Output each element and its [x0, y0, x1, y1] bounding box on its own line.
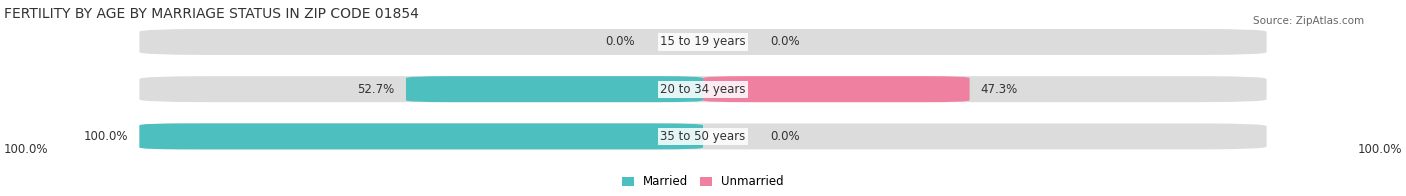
FancyBboxPatch shape — [139, 29, 1267, 55]
FancyBboxPatch shape — [139, 123, 1267, 149]
FancyBboxPatch shape — [703, 76, 970, 102]
Text: 100.0%: 100.0% — [1357, 143, 1402, 156]
Text: 0.0%: 0.0% — [770, 35, 800, 48]
Text: FERTILITY BY AGE BY MARRIAGE STATUS IN ZIP CODE 01854: FERTILITY BY AGE BY MARRIAGE STATUS IN Z… — [4, 6, 419, 21]
Text: 0.0%: 0.0% — [606, 35, 636, 48]
FancyBboxPatch shape — [406, 76, 703, 102]
Text: 0.0%: 0.0% — [770, 130, 800, 143]
Text: 47.3%: 47.3% — [981, 83, 1018, 96]
Text: 100.0%: 100.0% — [4, 143, 49, 156]
Text: Source: ZipAtlas.com: Source: ZipAtlas.com — [1253, 16, 1364, 26]
Text: 100.0%: 100.0% — [83, 130, 128, 143]
Legend: Married, Unmarried: Married, Unmarried — [617, 171, 789, 193]
FancyBboxPatch shape — [139, 123, 703, 149]
FancyBboxPatch shape — [139, 76, 1267, 102]
Text: 52.7%: 52.7% — [357, 83, 395, 96]
Text: 20 to 34 years: 20 to 34 years — [661, 83, 745, 96]
Text: 15 to 19 years: 15 to 19 years — [661, 35, 745, 48]
Text: 35 to 50 years: 35 to 50 years — [661, 130, 745, 143]
